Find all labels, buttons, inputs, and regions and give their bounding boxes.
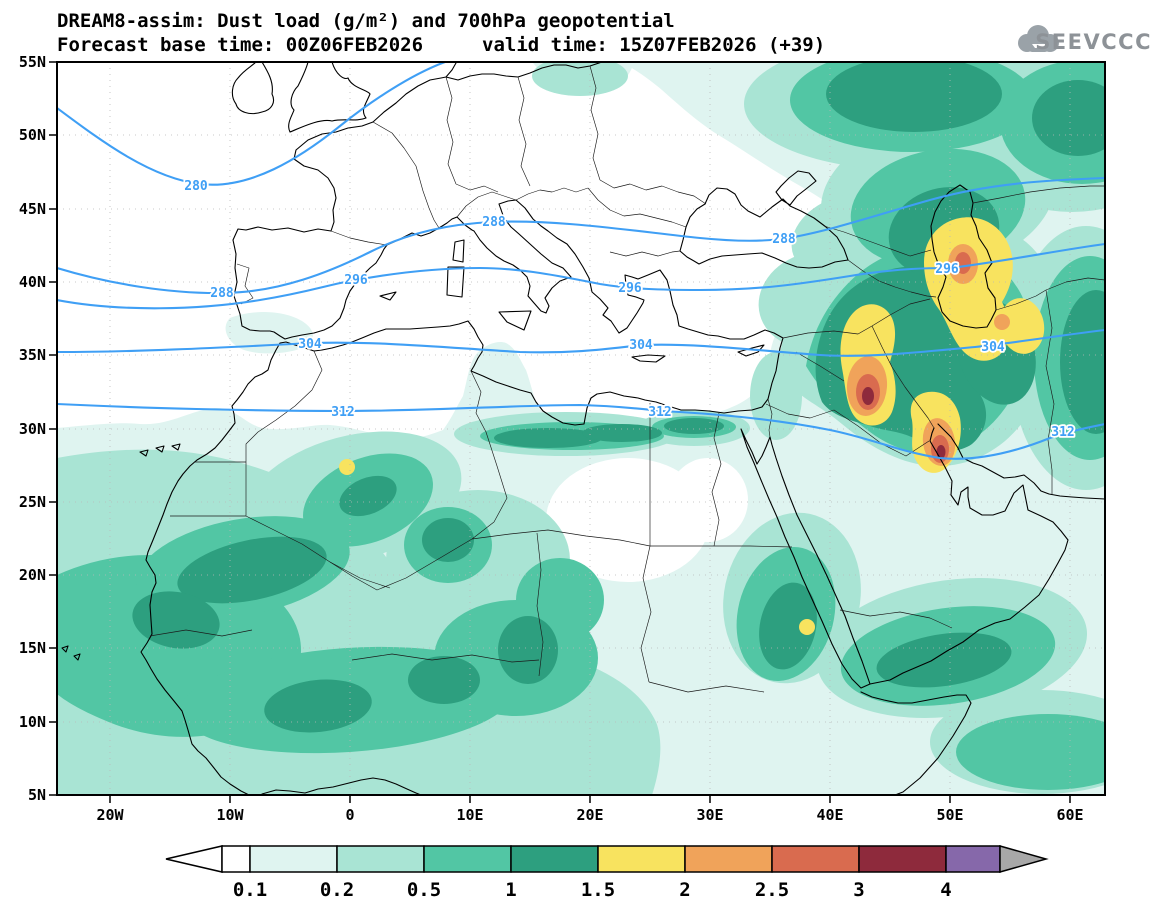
coast-horn-of-africa <box>860 691 972 795</box>
contour-label-304: 304 <box>629 338 653 353</box>
contour-label-288: 288 <box>210 286 234 301</box>
colorbar-label: 2 <box>679 879 690 901</box>
header: DREAM8-assim: Dust load (g/m²) and 700hP… <box>57 10 825 56</box>
contour-label-296: 296 <box>935 262 959 277</box>
lon-tick-label: 0 <box>345 806 354 824</box>
islands <box>61 239 765 661</box>
colorbar: 0.1 0.2 0.5 1 1.5 2 2.5 3 4 <box>165 845 1049 901</box>
colorbar-label: 0.1 <box>233 879 267 901</box>
cloud-icon <box>1018 25 1059 52</box>
colorbar-left-arrow <box>165 845 223 873</box>
contour-label-304: 304 <box>981 340 1005 355</box>
contour-label-296: 296 <box>618 281 642 296</box>
dust-clear-holes <box>546 458 748 582</box>
coast-ireland <box>231 62 275 115</box>
seevccc-logo: SEEVCCC <box>1018 25 1152 54</box>
colorbar-cell-below <box>221 845 251 873</box>
chart-subtitle-valid-time: valid time: 15Z07FEB2026 (+39) <box>482 34 825 56</box>
lon-tick-label: 60E <box>1056 806 1083 824</box>
coast-gulf-of-guinea <box>261 777 422 795</box>
colorbar-cell-0p1 <box>249 845 338 873</box>
contour-label-312: 312 <box>331 405 354 420</box>
map-canvas: 280 288 288 288 296 296 296 304 304 304 … <box>57 62 1105 795</box>
contour-312 <box>57 402 1105 460</box>
coast-arabia <box>869 427 1069 685</box>
colorbar-cell-1 <box>510 845 599 873</box>
contour-label-312: 312 <box>648 405 671 420</box>
lat-tick-label: 50N <box>19 126 46 144</box>
contour-280 <box>57 62 447 186</box>
coast-caspian-sea <box>930 184 997 329</box>
colorbar-label: 4 <box>940 879 951 901</box>
latitude-axis: 55N 50N 45N 40N 35N 30N 25N 20N 15N 10N … <box>19 53 46 804</box>
colorbar-cell-2p5 <box>771 845 860 873</box>
lon-tick-label: 10E <box>456 806 483 824</box>
lon-tick-label: 10W <box>216 806 244 824</box>
graticule <box>57 62 1105 795</box>
contour-label-288: 288 <box>482 215 506 230</box>
contour-label-288: 288 <box>772 232 796 247</box>
colorbar-cell-1p5 <box>597 845 686 873</box>
lat-tick-label: 10N <box>19 713 46 731</box>
axis-ticks <box>49 61 1071 803</box>
contour-288 <box>57 176 1105 295</box>
lon-tick-label: 20W <box>96 806 124 824</box>
colorbar-label: 2.5 <box>755 879 789 901</box>
colorbar-cell-4 <box>945 845 1001 873</box>
logo-text: SEEVCCC <box>1035 30 1152 54</box>
lat-tick-label: 25N <box>19 493 46 511</box>
contour-304 <box>57 328 1105 357</box>
lat-tick-label: 45N <box>19 200 46 218</box>
chart-title: DREAM8-assim: Dust load (g/m²) and 700hP… <box>57 10 675 32</box>
contour-label-280: 280 <box>184 179 208 194</box>
colorbar-cell-0p5 <box>423 845 512 873</box>
lat-tick-label: 15N <box>19 639 46 657</box>
coast-channel-baltic <box>372 62 603 123</box>
coast-britain <box>288 62 371 133</box>
contour-labels: 280 288 288 288 296 296 296 304 304 304 … <box>183 177 1077 442</box>
contour-label-304: 304 <box>298 337 322 352</box>
longitude-axis: 20W 10W 0 10E 20E 30E 40E 50E 60E <box>96 806 1083 824</box>
colorbar-label: 1.5 <box>581 879 615 901</box>
lat-tick-label: 40N <box>19 273 46 291</box>
chart-subtitle-base-time: Forecast base time: 00Z06FEB2026 <box>57 34 423 56</box>
country-borders <box>149 65 1105 693</box>
colorbar-label: 0.2 <box>320 879 354 901</box>
lat-tick-label: 5N <box>28 786 46 804</box>
colorbar-label: 3 <box>853 879 864 901</box>
colorbar-label: 1 <box>505 879 516 901</box>
colorbar-cell-0p2 <box>336 845 425 873</box>
lat-tick-label: 30N <box>19 420 46 438</box>
coast-black-sea <box>679 170 849 269</box>
coast-europe-africa <box>140 121 784 795</box>
lon-tick-label: 20E <box>576 806 603 824</box>
colorbar-cell-2 <box>684 845 773 873</box>
contour-label-312: 312 <box>1051 425 1074 440</box>
coastlines <box>61 62 1105 795</box>
colorbar-right-arrow <box>999 845 1049 873</box>
lon-tick-label: 30E <box>696 806 723 824</box>
colorbar-cell-3 <box>858 845 947 873</box>
lon-tick-label: 50E <box>936 806 963 824</box>
lat-tick-label: 55N <box>19 53 46 71</box>
lat-tick-label: 35N <box>19 346 46 364</box>
colorbar-labels: 0.1 0.2 0.5 1 1.5 2 2.5 3 4 <box>233 879 952 901</box>
geopotential-contours <box>57 62 1105 460</box>
coast-iran-south <box>937 423 1105 500</box>
lat-tick-label: 20N <box>19 566 46 584</box>
contour-296 <box>57 242 1105 310</box>
colorbar-label: 0.5 <box>407 879 441 901</box>
coast-red-sea <box>740 428 871 689</box>
contour-label-296: 296 <box>344 273 368 288</box>
lon-tick-label: 40E <box>816 806 843 824</box>
